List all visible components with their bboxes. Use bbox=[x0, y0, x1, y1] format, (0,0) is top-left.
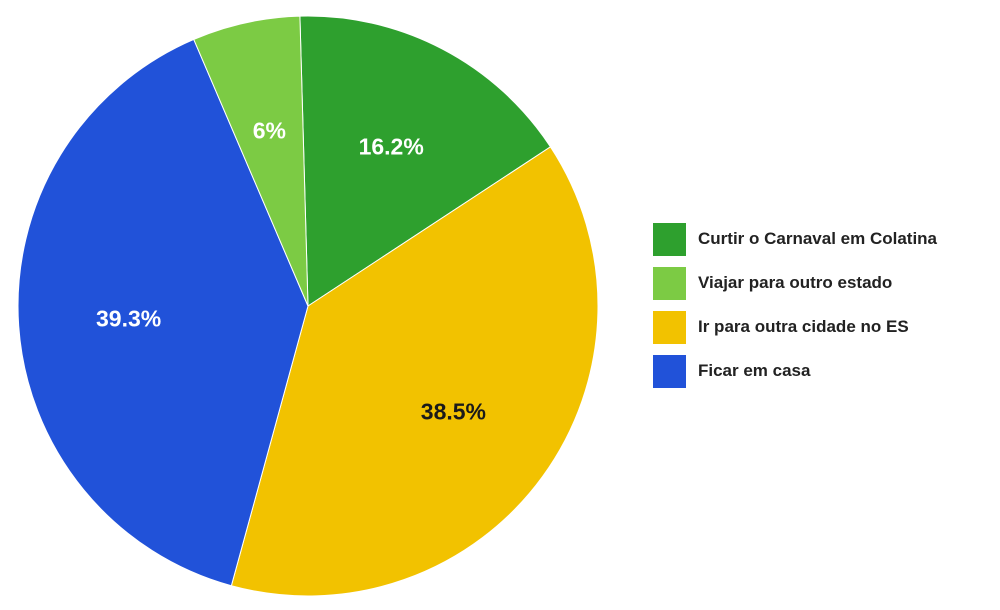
pie-slice bbox=[17, 38, 309, 587]
legend-label: Curtir o Carnaval em Colatina bbox=[698, 229, 938, 248]
legend-swatch bbox=[653, 222, 686, 256]
slice-value-label: 16.2% bbox=[359, 134, 424, 160]
legend-label: Viajar para outro estado bbox=[698, 273, 893, 292]
pie-slice bbox=[230, 146, 599, 597]
legend-item-outra-cidade-es: Ir para outra cidade no ES bbox=[653, 310, 937, 344]
legend-swatch bbox=[653, 266, 686, 300]
pie-slice bbox=[299, 15, 552, 307]
legend-item-ficar-em-casa: Ficar em casa bbox=[653, 354, 937, 388]
legend-swatch bbox=[653, 310, 686, 344]
pie-slice bbox=[193, 15, 309, 307]
legend-item-viajar-outro-estado: Viajar para outro estado bbox=[653, 266, 937, 300]
legend-item-curtir-carnaval: Curtir o Carnaval em Colatina bbox=[653, 222, 937, 256]
slice-value-label: 38.5% bbox=[421, 399, 486, 425]
legend: Curtir o Carnaval em Colatina Viajar par… bbox=[653, 222, 937, 398]
legend-swatch bbox=[653, 354, 686, 388]
legend-label: Ficar em casa bbox=[698, 361, 811, 380]
slice-value-label: 39.3% bbox=[96, 305, 161, 331]
slice-value-label: 6% bbox=[253, 117, 286, 143]
legend-label: Ir para outra cidade no ES bbox=[698, 317, 909, 336]
